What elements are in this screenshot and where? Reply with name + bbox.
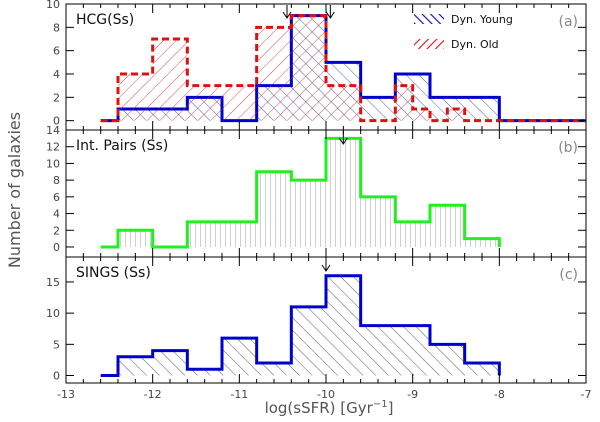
y-tick-label: 14: [46, 124, 60, 137]
y-tick-label: 0: [53, 370, 60, 383]
y-tick-label: 6: [53, 191, 60, 204]
x-tick-label: -7: [581, 388, 592, 401]
x-tick-label: -10: [317, 388, 335, 401]
panel-title: HCG(Ss): [76, 12, 134, 28]
y-tick-label: 5: [53, 338, 60, 351]
histogram-fill: [100, 15, 587, 121]
legend-swatch: [414, 14, 444, 24]
y-axis-label: Number of galaxies: [5, 112, 24, 268]
legend-swatch: [414, 39, 444, 49]
panel-a: 0 2 4 6 8 10 HCG(Ss) (a) Dyn. Young Dyn. Old: [46, 0, 587, 131]
y-tick-label: 0: [53, 241, 60, 254]
histogram-fill: [100, 138, 500, 247]
histogram-fill: [100, 275, 500, 376]
panel-tag: (c): [559, 267, 578, 283]
y-tick-label: 4: [53, 68, 60, 81]
histogram-fill: [100, 15, 587, 121]
y-tick-label: 4: [53, 208, 60, 221]
y-tick-label: 10: [46, 0, 60, 11]
y-tick-label: 8: [53, 21, 60, 34]
y-tick-label: 10: [46, 307, 60, 320]
x-axis-label: log(sSFR) [Gyr−1]: [265, 399, 394, 417]
histogram-outline: [100, 14, 586, 123]
panel-tag: (a): [558, 14, 578, 30]
y-tick-label: 2: [53, 91, 60, 104]
arrow-head: [338, 137, 348, 145]
panel-tag: (b): [558, 140, 578, 156]
panel-c: 0 5 10 15 -13 -12 -11 -10 -9 -8 -7 SINGS (Ss) (c): [46, 256, 592, 401]
y-tick-label: 10: [46, 157, 60, 170]
histogram-outline: [100, 274, 501, 378]
x-tick-label: -13: [57, 388, 75, 401]
y-tick-label: 15: [46, 276, 60, 289]
x-axis-label-main: log(sSFR) [Gyr: [265, 399, 374, 417]
arrow-head: [321, 264, 331, 272]
y-tick-label: 6: [53, 45, 60, 58]
x-axis-label-superscript: −1: [373, 399, 388, 410]
panels-group: 0 2 4 6 8 10 HCG(Ss) (a) Dyn. Young Dyn. Old 0 2 4 6 8…: [46, 0, 591, 401]
x-axis-label-end: ]: [388, 399, 394, 417]
arrow-head: [282, 11, 292, 19]
x-tick-label: -8: [494, 388, 505, 401]
panel-title: SINGS (Ss): [76, 265, 151, 281]
y-tick-label: 8: [53, 174, 60, 187]
y-tick-label: 2: [53, 224, 60, 237]
y-tick-label: 0: [53, 115, 60, 128]
histogram-outline: [100, 136, 501, 249]
y-tick-label: 12: [46, 141, 60, 154]
x-tick-label: -9: [407, 388, 418, 401]
x-tick-label: -11: [230, 388, 248, 401]
panel-b: 0 2 4 6 8 10 12 14 Int. Pairs (Ss) (b): [46, 124, 587, 258]
panel-title: Int. Pairs (Ss): [76, 138, 168, 154]
arrow-head: [325, 11, 335, 19]
legend-label: Dyn. Old: [451, 38, 499, 51]
x-tick-label: -12: [144, 388, 162, 401]
legend-label: Dyn. Young: [451, 13, 513, 26]
